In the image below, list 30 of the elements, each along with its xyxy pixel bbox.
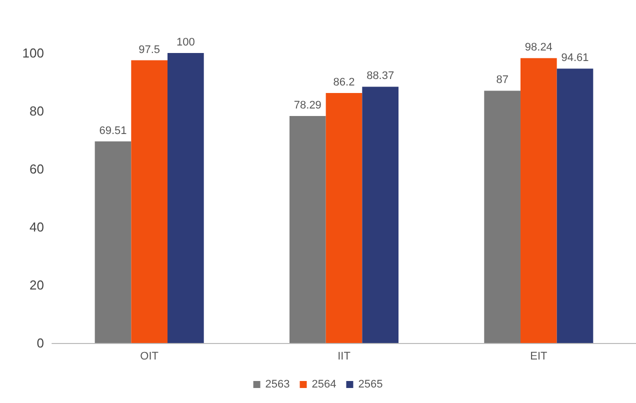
bar [326,93,362,343]
data-label: 94.61 [561,52,589,64]
bar [94,141,132,343]
x-tick-label: OIT [140,350,159,362]
bar [362,86,399,343]
bar [289,116,326,343]
data-label: 97.5 [138,44,160,56]
y-tick-label: 0 [36,336,44,350]
legend-label: 2565 [358,378,383,390]
x-tick-label: EIT [530,350,548,362]
data-label: 87 [496,74,508,86]
data-label: 69.51 [99,124,127,137]
y-tick-label: 100 [22,46,44,60]
y-tick-label: 60 [30,162,44,176]
data-label: 98.24 [524,42,552,54]
y-tick-label: 40 [30,220,44,234]
bar [556,68,594,343]
bar [131,60,168,343]
y-tick-label: 20 [30,278,44,292]
legend-label: 2563 [265,378,290,390]
bar [484,90,520,343]
y-tick-label: 80 [30,104,44,118]
x-tick-label: IIT [338,350,351,362]
data-label: 100 [176,36,195,48]
data-label: 86.2 [333,76,355,89]
data-label: 88.37 [366,70,394,82]
bar [520,58,557,343]
legend-label: 2564 [312,378,336,390]
bar [168,53,204,343]
data-label: 78.29 [294,99,322,112]
